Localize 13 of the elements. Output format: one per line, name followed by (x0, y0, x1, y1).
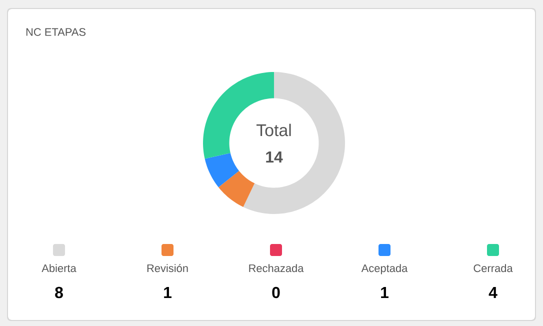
text: 0 (272, 286, 280, 298)
data-label: 1 (381, 287, 388, 298)
data-label: 4 (488, 287, 498, 298)
chart-title: NC ETAPAS (26, 28, 86, 36)
data-label: 8 (55, 286, 63, 298)
legend-label: Aceptada (361, 264, 408, 274)
data-label: 1 (164, 287, 172, 298)
text: 14 (266, 152, 283, 162)
text: Total (256, 124, 291, 136)
legend-label: Rechazada (249, 264, 304, 272)
legend-label: Revisión (147, 264, 188, 272)
legend-label: Abierta (42, 264, 76, 272)
legend-label: Cerrada (474, 264, 513, 272)
